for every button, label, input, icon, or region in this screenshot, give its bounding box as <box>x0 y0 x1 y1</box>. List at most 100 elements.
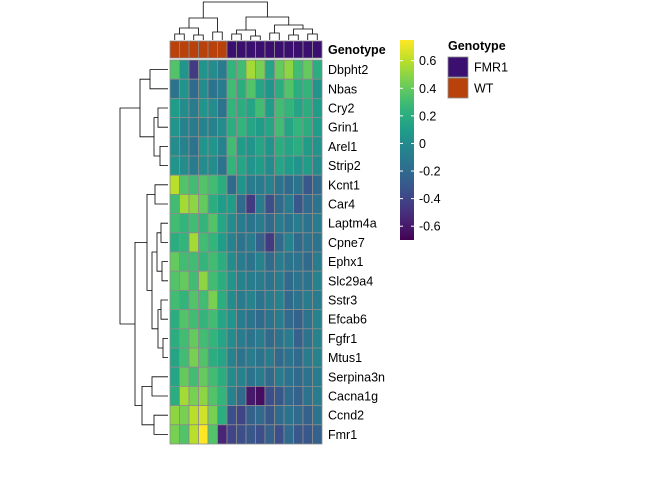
heatmap-cell <box>302 251 313 272</box>
heatmap-cell <box>302 366 313 387</box>
heatmap-cell <box>207 270 218 291</box>
heatmap-cell <box>255 78 266 99</box>
heatmap-cell <box>264 405 275 426</box>
heatmap-cell <box>245 270 256 291</box>
heatmap-cell <box>226 193 237 214</box>
heatmap-cell <box>207 78 218 99</box>
dendrogram-branch <box>134 242 147 406</box>
heatmap-cell <box>274 98 285 119</box>
heatmap-cell <box>255 117 266 138</box>
heatmap-cell <box>188 117 199 138</box>
heatmap-cell <box>255 174 266 195</box>
heatmap-cell <box>179 405 190 426</box>
heatmap-cell <box>264 366 275 387</box>
heatmap-cell <box>293 366 304 387</box>
heatmap-cell <box>226 78 237 99</box>
dendrogram-branch <box>202 1 268 18</box>
heatmap-cell <box>188 405 199 426</box>
heatmap-cell <box>312 98 323 119</box>
dendrogram-branch <box>212 31 223 40</box>
heatmap-cell <box>236 405 247 426</box>
heatmap-cell <box>274 193 285 214</box>
genotype-annotation-bar <box>169 40 323 59</box>
heatmap-cell <box>274 328 285 349</box>
heatmap-cell <box>217 309 228 330</box>
heatmap-cell <box>207 59 218 80</box>
heatmap-cell <box>179 424 190 445</box>
heatmap-cell <box>188 59 199 80</box>
heatmap-cell <box>236 59 247 80</box>
heatmap-cell <box>217 289 228 310</box>
heatmap-cell <box>283 424 294 445</box>
heatmap-cell <box>217 136 228 157</box>
heatmap-cell <box>179 251 190 272</box>
heatmap-cell <box>179 98 190 119</box>
heatmap-cell <box>236 193 247 214</box>
heatmap-cell <box>312 405 323 426</box>
heatmap-cell <box>198 232 209 253</box>
heatmap-cell <box>264 251 275 272</box>
heatmap-cell <box>283 174 294 195</box>
dendrogram-branch <box>157 309 163 349</box>
legend-label: WT <box>474 82 494 96</box>
heatmap-cell <box>245 59 256 80</box>
heatmap-cell <box>274 251 285 272</box>
heatmap-cell <box>293 309 304 330</box>
heatmap-cell <box>274 213 285 234</box>
heatmap-cell <box>236 213 247 234</box>
heatmap-cell <box>274 78 285 99</box>
annotation-cell <box>255 40 266 59</box>
heatmap-cell <box>283 155 294 176</box>
heatmap-cell <box>207 366 218 387</box>
heatmap-cell <box>226 155 237 176</box>
heatmap-cell <box>236 366 247 387</box>
heatmap-cell <box>236 309 247 330</box>
row-label: Arel1 <box>328 140 357 154</box>
heatmap-cell <box>264 59 275 80</box>
heatmap-cell <box>283 59 294 80</box>
heatmap-cell <box>207 98 218 119</box>
heatmap-cell <box>236 424 247 445</box>
heatmap-cell <box>179 366 190 387</box>
heatmap-cell <box>255 270 266 291</box>
heatmap-cell <box>245 213 256 234</box>
genotype-legend: Genotype FMR1 WT <box>447 39 508 99</box>
heatmap-cell <box>198 328 209 349</box>
heatmap-cell <box>312 424 323 445</box>
heatmap-cell <box>226 117 237 138</box>
heatmap-cell <box>264 136 275 157</box>
annotation-cell <box>198 40 209 59</box>
heatmap-cell <box>169 309 180 330</box>
legend-swatch <box>447 77 469 99</box>
dendrogram-branch <box>154 184 168 205</box>
heatmap-cell <box>198 98 209 119</box>
heatmap-cell <box>207 136 218 157</box>
annotation-cell <box>236 40 247 59</box>
heatmap-cell <box>179 117 190 138</box>
row-label: Fmr1 <box>328 428 357 442</box>
colorbar-tick-label: 0 <box>419 137 426 151</box>
heatmap-cell <box>236 385 247 406</box>
heatmap-cell <box>226 289 237 310</box>
heatmap-cell <box>293 405 304 426</box>
dendrogram-branch <box>153 117 160 157</box>
heatmap-cell <box>245 232 256 253</box>
heatmap-cell <box>264 347 275 368</box>
heatmap-cell <box>198 78 209 99</box>
heatmap-cell <box>169 385 180 406</box>
heatmap-cell <box>226 136 237 157</box>
heatmap-cell <box>207 405 218 426</box>
heatmap-cell <box>283 251 294 272</box>
heatmap-cell <box>236 232 247 253</box>
heatmap-cell <box>207 347 218 368</box>
heatmap-cell <box>293 174 304 195</box>
heatmap-cell <box>207 155 218 176</box>
heatmap-cell <box>312 232 323 253</box>
heatmap-cell <box>188 289 199 310</box>
heatmap-cell <box>179 78 190 99</box>
dendrogram-branch <box>250 35 261 40</box>
dendrogram-branch <box>269 32 280 40</box>
heatmap-cell <box>188 232 199 253</box>
heatmap-cell <box>179 136 190 157</box>
